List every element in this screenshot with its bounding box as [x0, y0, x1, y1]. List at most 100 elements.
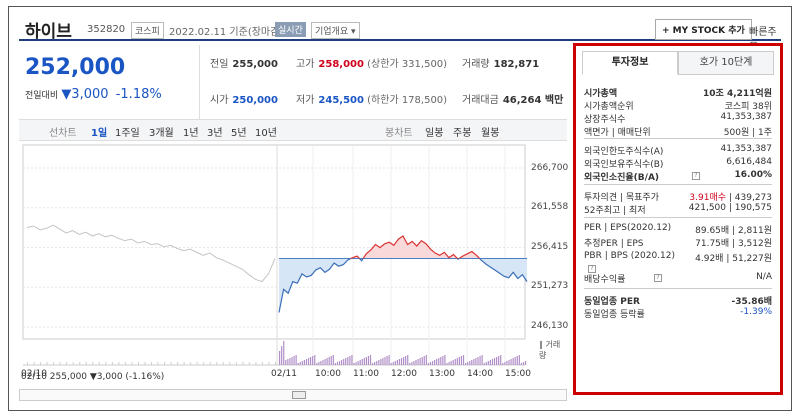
volume-bar [417, 359, 419, 365]
volume-bar [297, 363, 299, 365]
volume-bar [524, 361, 527, 365]
volume-bar [498, 356, 500, 365]
volume-bar [66, 362, 68, 365]
volume-bar [338, 361, 341, 365]
volume-bar [487, 361, 489, 365]
volume-bar [33, 362, 35, 365]
volume-bar [216, 362, 218, 365]
volume-bar [285, 360, 287, 365]
live-button[interactable]: 실시간 [275, 22, 306, 37]
info-row: 시가총액 10조 4,211억원 [584, 86, 772, 99]
info-value: 500원 | 1주 [723, 128, 772, 138]
info-label: 52주최고 | 최저 [584, 206, 646, 216]
info-label: 상장주식수 [584, 115, 626, 125]
info-value: 코스피 38위 [724, 102, 772, 112]
above-ref-area [279, 236, 527, 259]
volume-bar [351, 355, 353, 365]
prev-day-label: 전일대비 [25, 91, 59, 101]
volume-bar [347, 357, 349, 365]
volume-bar [345, 358, 347, 365]
volume-bar [361, 359, 363, 365]
prev-day-line [26, 224, 276, 283]
help-icon[interactable]: ? [692, 172, 700, 180]
volume-bar [407, 355, 409, 365]
period-3y[interactable]: 3년 [207, 128, 223, 139]
info-label: 동일업종 등락률 [584, 310, 645, 320]
volume-bar [209, 362, 211, 365]
info-label: 추정PER | EPS [584, 239, 644, 249]
info-row: 외국인소진율(B/A)? 16.00% [584, 170, 772, 183]
volume-bar [444, 355, 446, 365]
market-badge: 코스피 [131, 22, 164, 39]
chart-canvas [22, 144, 528, 366]
volume-bar [324, 359, 326, 365]
info-value: 4.92배 | 51,227원 [695, 254, 772, 264]
period-1y[interactable]: 1년 [183, 128, 199, 139]
volume-bar [316, 363, 318, 365]
volume-bar [111, 362, 113, 365]
volume-bar [343, 359, 345, 365]
volume-bar [157, 362, 159, 365]
info-value: -1.39% [740, 307, 772, 317]
x-tick-label: 11:00 [353, 369, 379, 379]
scroll-thumb[interactable] [292, 391, 306, 399]
info-value: 421,500 | 190,575 [688, 203, 772, 213]
volume-bar [508, 360, 510, 365]
info-row: PBR | BPS (2020.12)? 4.92배 | 51,227원 [584, 251, 772, 273]
info-label: 배당수익률 [584, 275, 626, 285]
x-tick-label: 15:00 [505, 369, 531, 379]
add-mystock-button[interactable]: + MY STOCK 추가 [655, 19, 752, 40]
volume-bar [384, 357, 386, 365]
volume-bar [305, 359, 308, 365]
info-value: 16.00% [734, 170, 773, 180]
price-chart[interactable]: 266,700 261,558 256,415 251,273 246,130 … [19, 141, 568, 387]
separator: | [726, 193, 735, 203]
volume-bar [440, 357, 442, 365]
divider [584, 288, 772, 289]
info-label: 동일업종 PER [584, 297, 640, 307]
volume-bar [332, 355, 334, 365]
volume-bar [293, 356, 295, 365]
volume-bar [469, 361, 471, 365]
volume-bar [392, 362, 394, 365]
info-label: 외국인소진율(B/A) [584, 173, 660, 183]
volume-bar [355, 362, 357, 365]
volume-bar [295, 355, 297, 365]
tab-quote-10[interactable]: 호가 10단계 [678, 51, 774, 75]
period-10y[interactable]: 10년 [255, 128, 277, 139]
volume-bar [59, 362, 61, 365]
tab-investment-info[interactable]: 투자정보 [582, 51, 678, 75]
change-percent: -1.18% [115, 87, 162, 102]
volume-bar [496, 357, 498, 365]
volume-bar [477, 357, 479, 365]
company-overview-dropdown[interactable]: 기업개요 ▾ [311, 22, 360, 39]
volume-bar [419, 358, 421, 365]
prev-close-label: 전일 [210, 59, 229, 70]
volume-bar [398, 359, 401, 365]
help-icon[interactable]: ? [588, 265, 596, 273]
volume-bar [454, 359, 456, 365]
info-row: 액면가 | 매매단위 500원 | 1주 [584, 125, 772, 138]
volume-bar [177, 362, 179, 365]
prev-close-value: 255,000 [232, 59, 278, 70]
period-3m[interactable]: 3개월 [149, 128, 174, 139]
chart-scrollbar[interactable] [19, 389, 567, 401]
candle-weekly[interactable]: 주봉 [453, 128, 472, 139]
candle-monthly[interactable]: 월봉 [481, 128, 500, 139]
volume-bar [516, 356, 518, 365]
candle-chart-label: 봉차트 [385, 128, 413, 139]
period-5y[interactable]: 5년 [231, 128, 247, 139]
period-1d[interactable]: 1일 [91, 128, 108, 139]
candle-daily[interactable]: 일봉 [425, 128, 444, 139]
volume-bar [423, 356, 425, 365]
period-1w[interactable]: 1주일 [115, 128, 140, 139]
volume-bar [40, 362, 42, 365]
volume-bar [436, 359, 438, 365]
volume-bar [425, 355, 427, 365]
info-row: PER | EPS(2020.12) 89.65배 | 2,811원 [584, 223, 772, 236]
high-label: 고가 [296, 59, 315, 70]
volume-bar [46, 362, 48, 365]
volume-bar [318, 362, 320, 365]
help-icon[interactable]: ? [654, 274, 662, 282]
volume-bar [326, 358, 328, 365]
